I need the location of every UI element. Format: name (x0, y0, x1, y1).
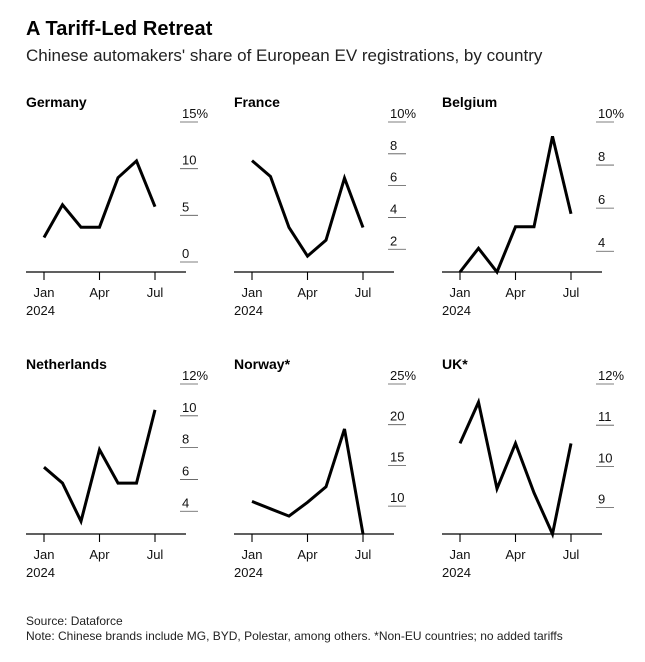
norway-line-chart: 10 15 20 25% Jan Apr Jul 2024 (234, 368, 416, 580)
x-year-label: 2024 (234, 565, 263, 580)
panel-title: Germany (26, 94, 87, 110)
y-tick-label: 8 (390, 138, 397, 153)
x-tick-label: Jul (147, 285, 164, 300)
x-tick-label: Apr (297, 285, 318, 300)
y-tick-label: 0 (182, 246, 189, 261)
x-tick-label: Apr (89, 547, 110, 562)
panel-title: Netherlands (26, 356, 107, 372)
y-tick-label: 15 (390, 449, 404, 464)
netherlands-line-chart: 4 6 8 10 12% Jan Apr Jul 2024 (26, 368, 208, 580)
y-tick-label: 10 (598, 450, 612, 465)
belgium-line-chart: 4 6 8 10% Jan Apr Jul 2024 (442, 106, 624, 318)
panel-title: UK* (442, 356, 468, 372)
y-tick-label: 10 (182, 400, 196, 415)
x-tick-label: Jul (147, 547, 164, 562)
panel-norway: Norway* 10 15 20 25% Jan Apr Jul 2024 (234, 356, 434, 601)
y-tick-label: 8 (598, 149, 605, 164)
series-line (458, 135, 573, 275)
series-line (43, 409, 157, 526)
uk-line-chart: 9 10 11 12% Jan Apr Jul 2024 (442, 368, 624, 580)
y-tick-label: 10 (182, 153, 196, 168)
x-tick-label: Apr (505, 547, 526, 562)
y-tick-label: 4 (598, 235, 605, 250)
y-tick-label: 4 (390, 201, 397, 216)
y-tick-label: 8 (182, 432, 189, 447)
chart-subtitle: Chinese automakers' share of European EV… (26, 46, 543, 65)
panel-belgium: Belgium 4 6 8 10% Jan Apr Jul 2024 (442, 94, 642, 339)
x-tick-label: Apr (89, 285, 110, 300)
y-tick-label: 15% (182, 106, 208, 121)
y-tick-label: 6 (182, 463, 189, 478)
y-tick-label: 12% (182, 368, 208, 383)
panel-title: Belgium (442, 94, 498, 110)
y-tick-label: 11 (598, 409, 612, 424)
y-tick-label: 9 (598, 492, 605, 507)
chart-title: A Tariff-Led Retreat (26, 18, 213, 40)
y-tick-label: 6 (390, 170, 397, 185)
y-tick-label: 2 (390, 233, 397, 248)
series-line (251, 159, 365, 259)
y-tick-label: 10 (390, 490, 404, 505)
note-text: Note: Chinese brands include MG, BYD, Po… (26, 629, 563, 643)
y-tick-label: 10% (598, 106, 624, 121)
series-line (251, 428, 365, 535)
x-tick-label: Apr (505, 285, 526, 300)
y-tick-label: 25% (390, 368, 416, 383)
y-tick-label: 20 (390, 409, 404, 424)
x-tick-label: Apr (297, 547, 318, 562)
x-tick-label: Jul (355, 547, 372, 562)
y-tick-label: 5 (182, 199, 189, 214)
x-tick-label: Jul (355, 285, 372, 300)
y-tick-label: 4 (182, 495, 189, 510)
france-line-chart: 2 4 6 8 10% Jan Apr Jul 2024 (234, 106, 416, 318)
x-year-label: 2024 (442, 303, 471, 318)
series-line (42, 158, 157, 239)
source-text: Source: Dataforce (26, 614, 123, 628)
x-year-label: 2024 (26, 565, 55, 580)
panel-uk: UK* 9 10 11 12% Jan Apr Jul 2024 (442, 356, 642, 601)
series-line (458, 397, 573, 539)
x-tick-label: Jan (450, 285, 471, 300)
panel-germany: Germany 0 5 10 15% Jan Apr Jul 2024 (26, 94, 226, 339)
x-tick-label: Jan (242, 285, 263, 300)
y-tick-label: 12% (598, 368, 624, 383)
panel-france: France 2 4 6 8 10% Jan Apr Jul 2024 (234, 94, 434, 339)
x-year-label: 2024 (234, 303, 263, 318)
germany-line-chart: 0 5 10 15% Jan Apr Jul 2024 (26, 106, 208, 318)
x-tick-label: Jan (242, 547, 263, 562)
panel-title: Norway* (234, 356, 291, 372)
y-tick-label: 10% (390, 106, 416, 121)
x-year-label: 2024 (26, 303, 55, 318)
x-tick-label: Jan (450, 547, 471, 562)
x-tick-label: Jul (563, 547, 580, 562)
x-tick-label: Jul (563, 285, 580, 300)
panel-netherlands: Netherlands 4 6 8 10 12% Jan Apr Jul 2024 (26, 356, 226, 601)
y-tick-label: 6 (598, 192, 605, 207)
x-year-label: 2024 (442, 565, 471, 580)
x-tick-label: Jan (34, 285, 55, 300)
x-tick-label: Jan (34, 547, 55, 562)
panel-title: France (234, 94, 280, 110)
